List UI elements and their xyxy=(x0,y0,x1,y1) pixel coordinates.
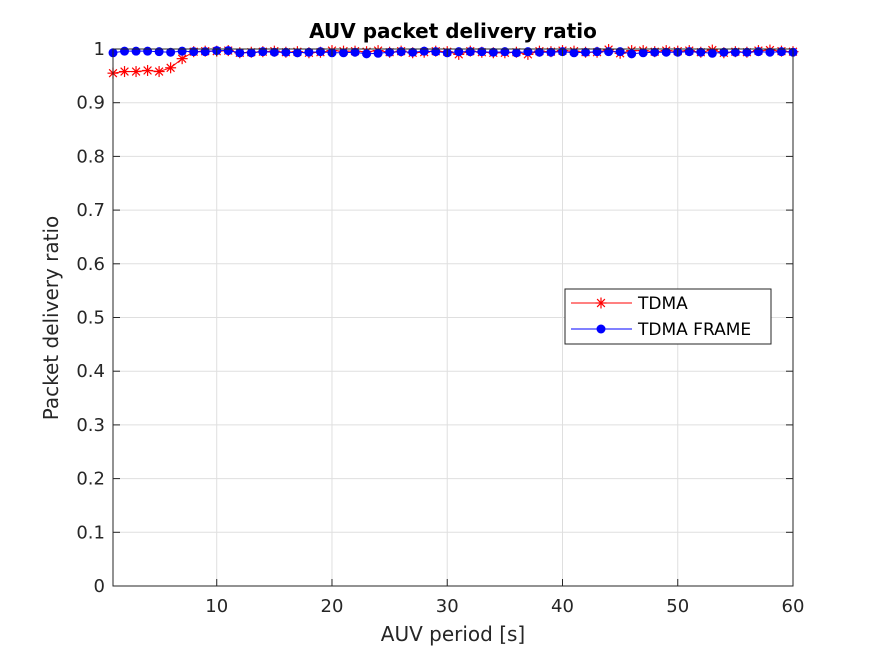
x-tick-label: 50 xyxy=(666,596,689,617)
data-point-tdma-frame xyxy=(488,47,498,57)
tick-marks xyxy=(113,48,794,587)
data-point-tdma-frame xyxy=(373,48,383,58)
x-tick-label: 30 xyxy=(436,596,459,617)
data-point-tdma-frame xyxy=(269,47,279,57)
y-tick-label: 0.9 xyxy=(76,93,105,114)
data-point-tdma-frame xyxy=(511,48,521,58)
data-point-tdma xyxy=(119,66,131,78)
y-tick-label: 0.2 xyxy=(76,469,105,490)
data-point-tdma-frame xyxy=(696,47,706,57)
data-point-tdma-frame xyxy=(362,49,372,59)
x-axis-label: AUV period [s] xyxy=(381,622,525,646)
data-point-tdma xyxy=(165,62,177,74)
y-tick-label: 0.6 xyxy=(76,254,105,275)
legend-marker-tdma-frame xyxy=(596,324,606,334)
data-point-tdma xyxy=(153,66,165,78)
x-tick-label: 40 xyxy=(551,596,574,617)
data-point-tdma-frame xyxy=(235,48,245,58)
data-point-tdma-frame xyxy=(177,46,187,56)
y-axis-label: Packet delivery ratio xyxy=(39,216,63,421)
y-tick-label: 0.4 xyxy=(76,361,105,382)
y-tick-label: 0.5 xyxy=(76,308,105,329)
y-tick-label: 0.1 xyxy=(76,522,105,543)
data-point-tdma-frame xyxy=(707,48,717,58)
data-point-tdma-frame xyxy=(730,47,740,57)
data-point-tdma-frame xyxy=(534,47,544,57)
y-tick-label: 0.8 xyxy=(76,146,105,167)
data-point-tdma-frame xyxy=(143,46,153,56)
data-point-tdma-frame xyxy=(581,47,591,57)
data-point-tdma-frame xyxy=(719,47,729,57)
legend-box xyxy=(564,288,772,345)
legend-label-tdma: TDMA xyxy=(637,294,688,314)
data-point-tdma-frame xyxy=(350,47,360,57)
data-point-tdma-frame xyxy=(546,47,556,57)
data-point-tdma-frame xyxy=(765,47,775,57)
y-tick-label: 0.3 xyxy=(76,415,105,436)
legend-marker-tdma xyxy=(595,297,607,309)
data-point-tdma-frame xyxy=(223,46,233,56)
chart-title: AUV packet delivery ratio xyxy=(309,19,597,43)
data-point-tdma-frame xyxy=(627,49,637,59)
legend-label-tdma-frame: TDMA FRAME xyxy=(637,320,751,340)
data-point-tdma-frame xyxy=(339,48,349,58)
data-point-tdma xyxy=(130,66,142,78)
data-point-tdma-frame xyxy=(419,46,429,56)
y-tick-label: 0 xyxy=(94,576,105,597)
tick-labels: 10 20 30 40 50 60 0 0.1 0.2 0.3 0.4 0.5 0.6 0.7 0.8 0.9… xyxy=(76,39,804,617)
x-tick-label: 20 xyxy=(321,596,344,617)
x-tick-label: 10 xyxy=(205,596,228,617)
y-tick-label: 0.7 xyxy=(76,200,105,221)
x-tick-label: 60 xyxy=(782,596,805,617)
data-point-tdma-frame xyxy=(638,48,648,58)
data-point-tdma-frame xyxy=(246,48,256,58)
data-point-tdma-frame xyxy=(304,47,314,57)
data-point-tdma-frame xyxy=(408,47,418,57)
data-point-tdma-frame xyxy=(385,47,395,57)
data-point-tdma-frame xyxy=(650,47,660,57)
data-point-tdma-frame xyxy=(120,46,130,56)
data-point-tdma-frame xyxy=(281,47,291,57)
legend-asterisk-tdma xyxy=(595,297,607,309)
data-point-tdma xyxy=(142,64,154,76)
data-point-tdma-frame xyxy=(166,47,176,57)
y-tick-label: 1 xyxy=(94,39,105,60)
data-point-tdma-frame xyxy=(131,46,141,56)
legend: TDMA TDMA FRAME xyxy=(564,288,772,345)
data-point-tdma-frame xyxy=(292,48,302,58)
data-point-tdma-frame xyxy=(742,47,752,57)
data-point-tdma-frame xyxy=(569,48,579,58)
data-point-tdma-frame xyxy=(661,47,671,57)
